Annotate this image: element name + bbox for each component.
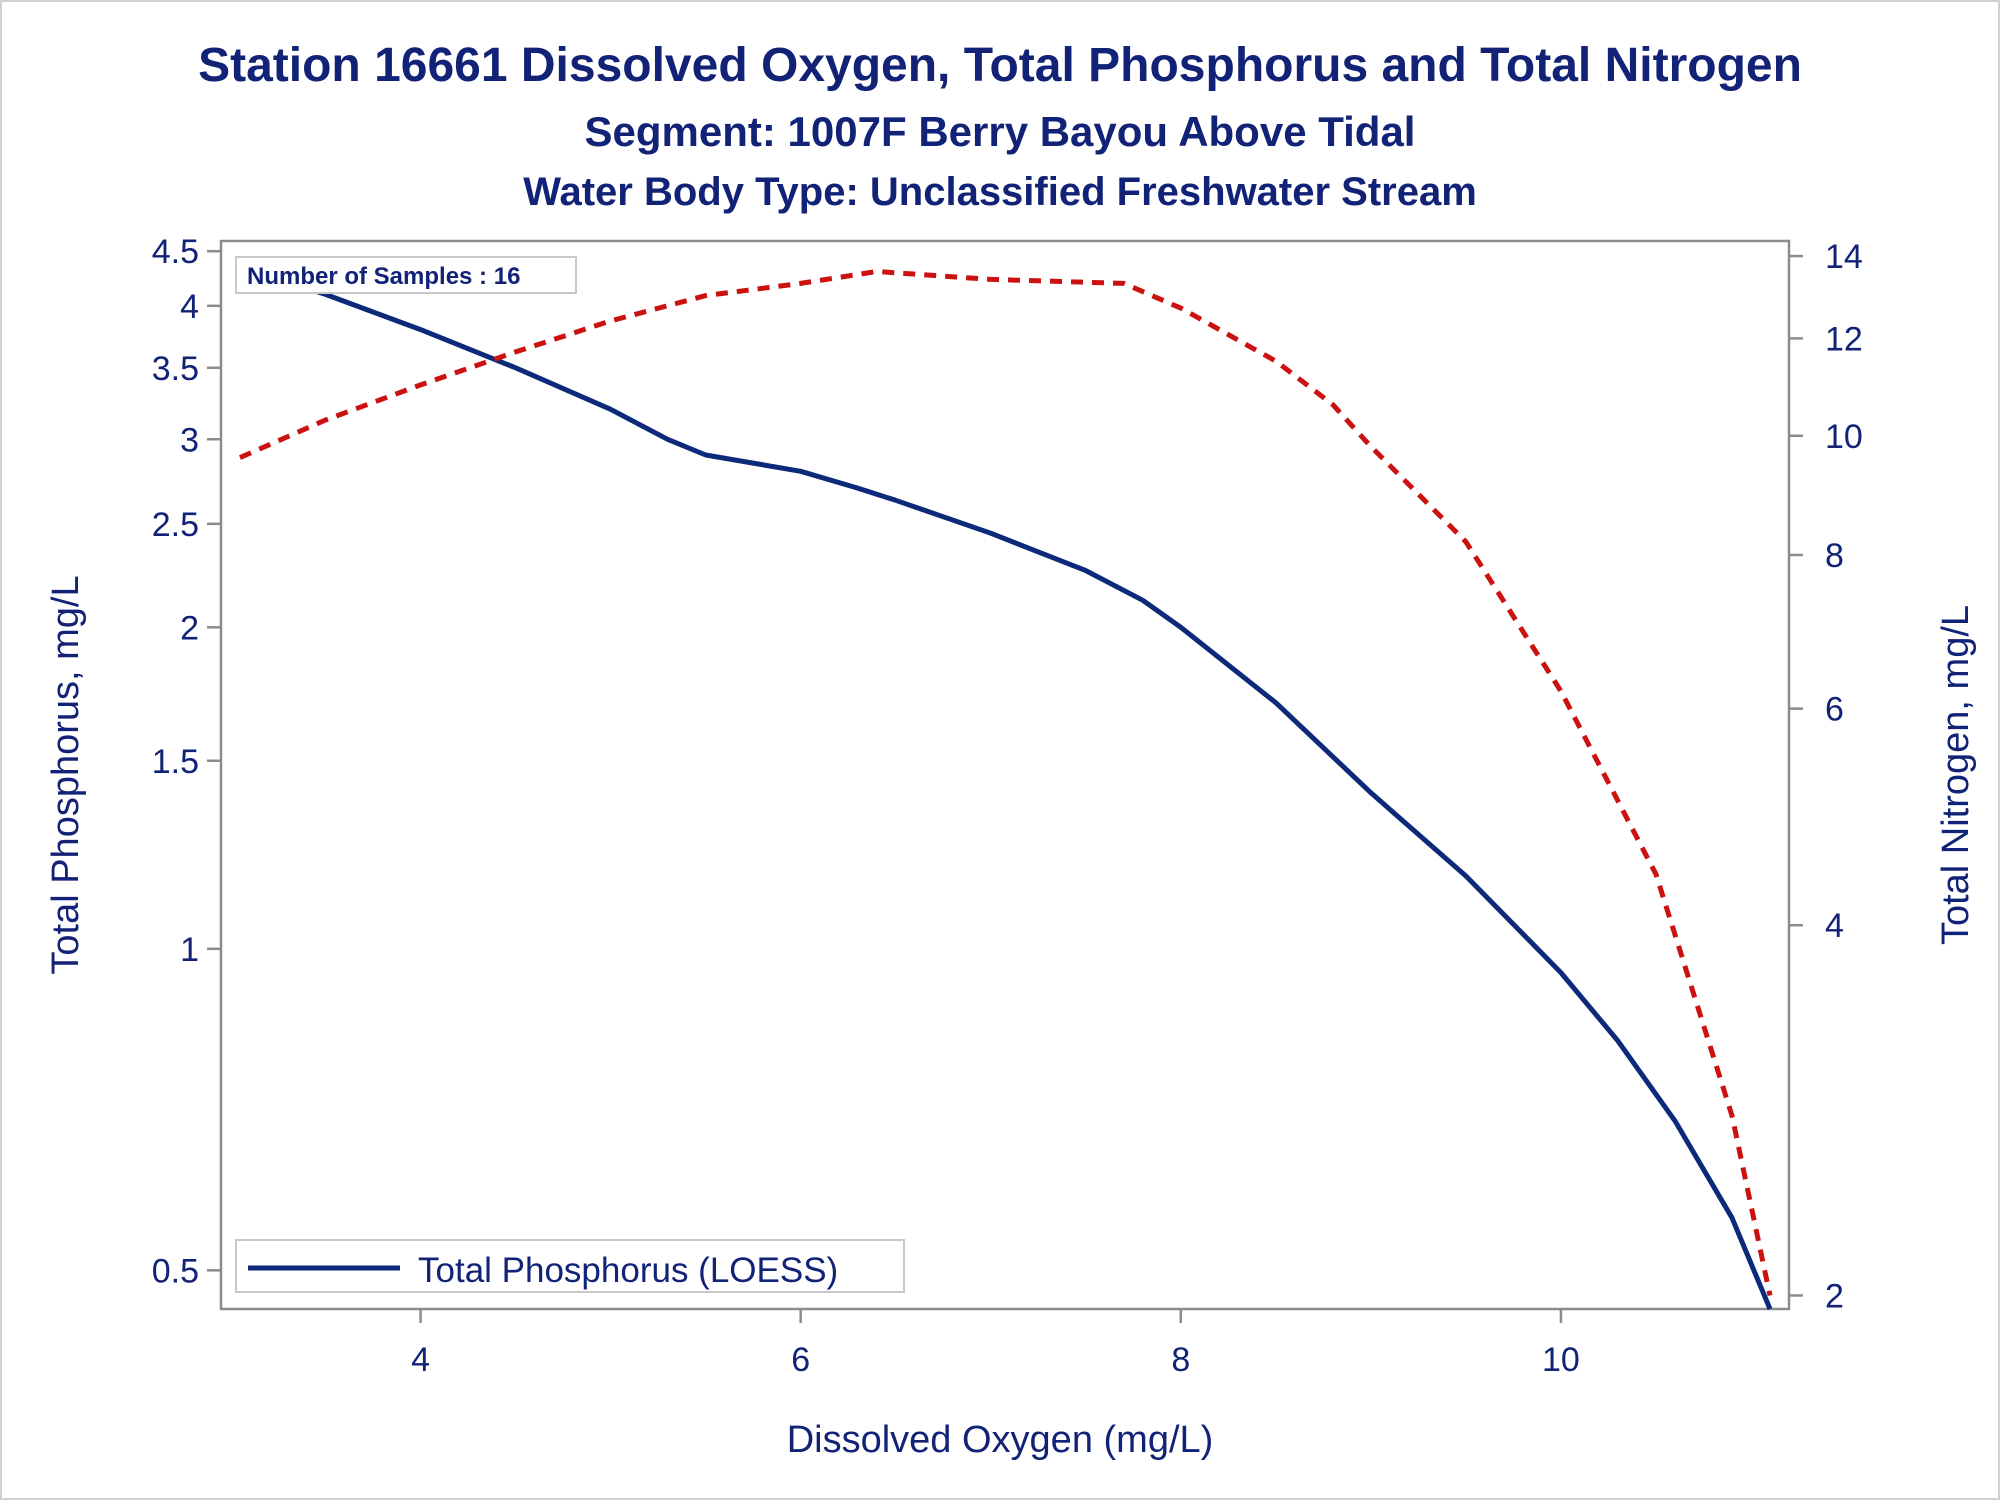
sample-count-annotation: Number of Samples : 16 — [235, 256, 577, 294]
y2-tick-label: 10 — [1825, 418, 1863, 456]
legend: Total Phosphorus (LOESS) — [235, 1239, 905, 1293]
y-tick-label: 1 — [180, 931, 199, 969]
series-line-nitrogen — [238, 269, 1773, 1297]
x-axis-label: Dissolved Oxygen (mg/L) — [787, 1419, 1214, 1461]
x-axis: 4 6 8 10 — [411, 1309, 1580, 1379]
y-tick-label: 1.5 — [152, 743, 199, 781]
y-tick-label: 0.5 — [152, 1252, 199, 1290]
annotation-box — [235, 256, 577, 294]
y2-tick-label: 6 — [1825, 691, 1844, 729]
y2-tick-label: 14 — [1825, 238, 1863, 276]
x-tick-label: 10 — [1542, 1341, 1580, 1379]
sample-count-text: Number of Samples : 16 — [247, 263, 520, 290]
y2-tick-label: 2 — [1825, 1277, 1844, 1315]
y2-axis-label: Total Nitrogen, mg/L — [1935, 605, 1977, 945]
y-tick-label: 2.5 — [152, 506, 199, 544]
y-tick-label: 3.5 — [152, 350, 199, 388]
y-axis-right: 2 4 6 8 10 12 14 — [1789, 238, 1863, 1315]
x-tick-label: 6 — [791, 1341, 810, 1379]
x-tick-label: 8 — [1171, 1341, 1190, 1379]
series-line-phosphorus — [239, 264, 1773, 1310]
y2-tick-label: 4 — [1825, 907, 1844, 945]
y2-tick-label: 12 — [1825, 320, 1863, 358]
y-axis-left: 0.5 1 1.5 2 2.5 3 3.5 4 4.5 — [152, 233, 221, 1290]
y-tick-label: 3 — [180, 421, 199, 459]
series-layer — [238, 264, 1773, 1310]
y2-tick-label: 8 — [1825, 537, 1844, 575]
y-tick-label: 4.5 — [152, 233, 199, 271]
chart-title: Station 16661 Dissolved Oxygen, Total Ph… — [198, 39, 1802, 92]
chart-subtitle-2: Water Body Type: Unclassified Freshwater… — [523, 170, 1477, 214]
legend-label-phosphorus: Total Phosphorus (LOESS) — [418, 1251, 838, 1290]
x-tick-label: 4 — [411, 1341, 430, 1379]
chart-subtitle: Segment: 1007F Berry Bayou Above Tidal — [584, 108, 1416, 155]
y-tick-label: 2 — [180, 609, 199, 647]
plot-area — [219, 239, 1791, 1311]
y-tick-label: 4 — [180, 288, 199, 326]
y-axis-label: Total Phosphorus, mg/L — [45, 575, 87, 974]
